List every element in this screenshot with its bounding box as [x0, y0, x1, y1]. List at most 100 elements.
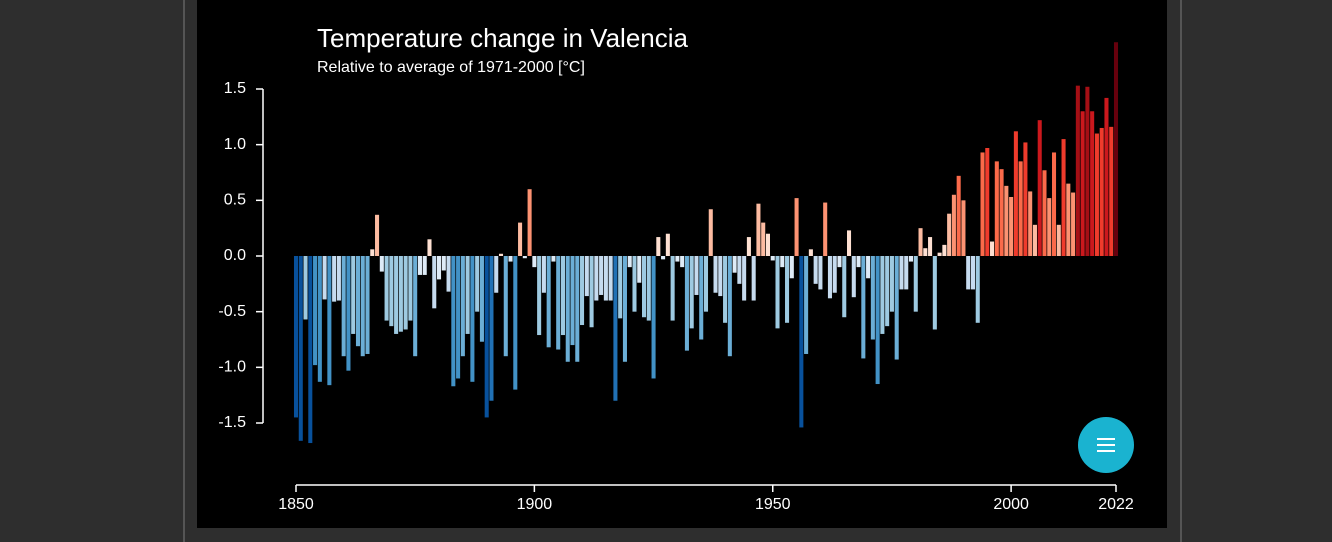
chart-subtitle: Relative to average of 1971-2000 [°C]	[317, 59, 585, 76]
bar	[675, 256, 680, 262]
bar	[718, 256, 723, 297]
bar	[732, 256, 737, 273]
bar	[1009, 196, 1014, 256]
bar	[508, 256, 513, 262]
y-tick-label: -1.5	[218, 414, 246, 431]
bar	[1042, 170, 1047, 256]
bar	[1013, 131, 1018, 256]
bar	[1071, 192, 1076, 256]
bar	[456, 256, 461, 379]
bar	[608, 256, 613, 301]
bar	[651, 256, 656, 379]
bar	[565, 256, 570, 362]
bar	[985, 148, 990, 256]
bar	[994, 161, 999, 256]
bar	[1061, 139, 1066, 256]
y-tick-label: -0.5	[218, 303, 246, 320]
menu-icon[interactable]	[1097, 438, 1115, 452]
bar	[546, 256, 551, 348]
bar	[775, 256, 780, 329]
bar	[603, 256, 608, 301]
bar	[789, 256, 794, 279]
bar	[398, 256, 403, 332]
bar	[522, 256, 527, 259]
bar	[785, 256, 790, 323]
bar	[308, 256, 313, 444]
bar	[313, 256, 318, 366]
bar	[632, 256, 637, 312]
bar	[875, 256, 880, 385]
bar	[427, 239, 432, 256]
bar	[327, 256, 332, 386]
bar	[1104, 97, 1109, 256]
bar	[770, 256, 775, 261]
bar	[389, 256, 394, 327]
bar	[537, 256, 542, 336]
menu-button[interactable]	[1078, 417, 1134, 473]
bar	[451, 256, 456, 387]
x-tick-label: 1850	[278, 496, 314, 513]
bar	[460, 256, 465, 357]
bar	[761, 222, 766, 256]
bar	[908, 256, 914, 262]
bar	[970, 256, 976, 290]
bar	[856, 256, 861, 268]
bar	[1037, 120, 1042, 256]
bar	[1047, 198, 1052, 256]
bar	[942, 244, 947, 256]
bar	[932, 256, 937, 330]
bar	[1075, 85, 1080, 256]
bar	[723, 256, 728, 323]
bar	[293, 256, 299, 418]
bar	[1051, 152, 1057, 256]
bar	[937, 252, 942, 256]
bar	[823, 202, 828, 256]
bar	[684, 256, 689, 351]
bar	[622, 256, 627, 362]
bar	[370, 249, 375, 256]
bar	[827, 256, 832, 299]
bar	[317, 256, 322, 382]
bar	[413, 256, 418, 357]
bar	[551, 256, 556, 262]
y-tick-label: 0.0	[224, 247, 246, 264]
bar	[1028, 191, 1033, 256]
bar	[794, 198, 799, 256]
bar	[355, 256, 361, 347]
bar	[475, 256, 480, 312]
bar	[594, 256, 599, 301]
bar	[627, 256, 632, 268]
bar	[494, 256, 499, 293]
bar	[975, 256, 980, 323]
bar	[961, 200, 966, 256]
bar	[1090, 111, 1095, 257]
bar	[365, 256, 370, 354]
bar	[956, 175, 961, 256]
bar	[465, 256, 470, 334]
bar	[1094, 133, 1099, 256]
x-tick-label: 1950	[755, 496, 791, 513]
bar	[303, 256, 308, 320]
x-tick-label: 1900	[517, 496, 553, 513]
y-tick-label: 1.5	[224, 80, 246, 97]
bar	[489, 256, 494, 401]
bar	[408, 256, 413, 321]
chart-title: Temperature change in Valencia	[317, 23, 689, 53]
bar	[446, 256, 451, 292]
bar	[1056, 224, 1061, 256]
bar	[346, 256, 351, 371]
bar	[336, 256, 341, 301]
bar	[689, 256, 694, 329]
bar	[599, 256, 604, 295]
bar	[808, 249, 813, 256]
bar	[904, 256, 909, 290]
bar	[518, 222, 523, 256]
bar	[742, 256, 747, 301]
bar	[1004, 185, 1009, 256]
bar	[889, 256, 894, 312]
bar	[894, 256, 899, 360]
bar	[1066, 183, 1071, 256]
bar	[379, 256, 384, 272]
bar	[713, 256, 718, 293]
